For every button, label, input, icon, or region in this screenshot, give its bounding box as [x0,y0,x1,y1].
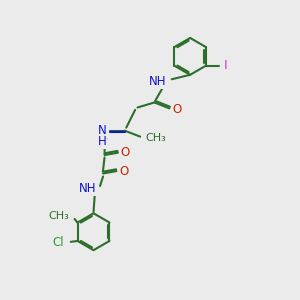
Text: NH: NH [149,75,166,88]
Text: H: H [98,136,106,148]
Text: N: N [98,124,107,137]
Text: NH: NH [79,182,97,195]
Text: O: O [172,103,182,116]
Text: CH₃: CH₃ [146,133,166,143]
Text: I: I [223,59,227,72]
Text: O: O [119,165,129,178]
Text: CH₃: CH₃ [49,211,69,221]
Text: Cl: Cl [52,236,64,249]
Text: O: O [121,146,130,159]
